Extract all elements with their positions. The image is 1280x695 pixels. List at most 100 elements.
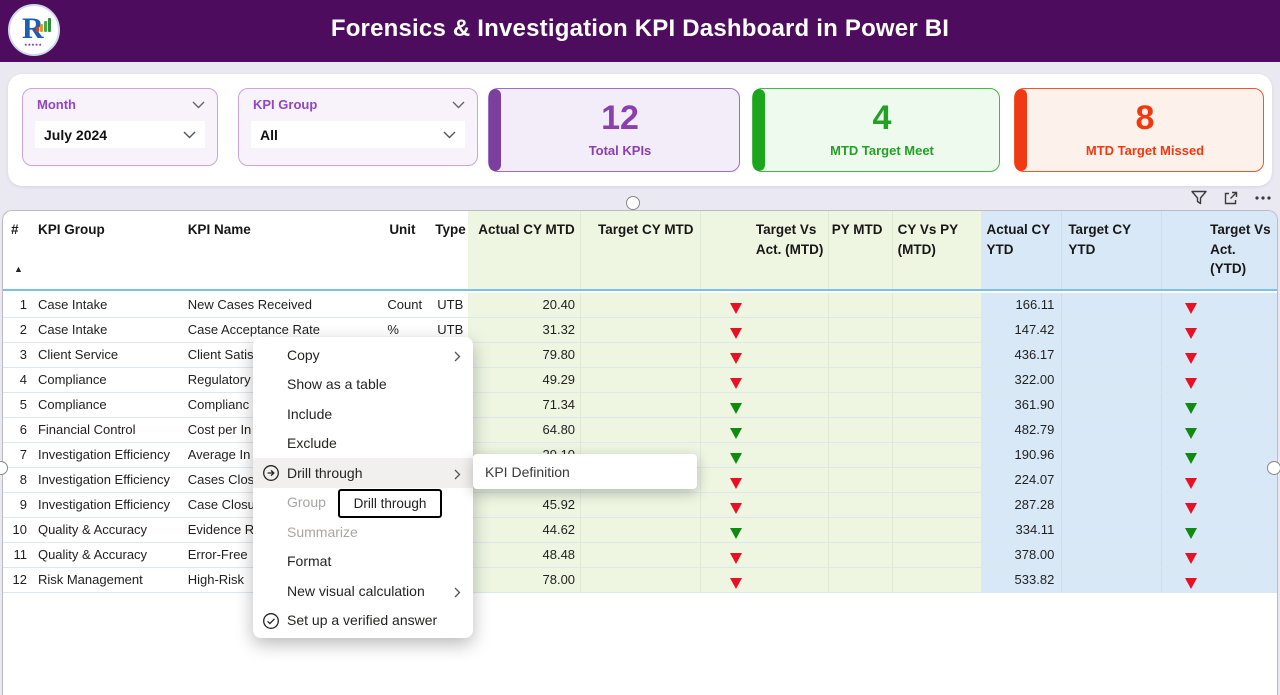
- table-row[interactable]: 3 Client Service Client Satis 79.80 436.17: [3, 343, 1277, 368]
- column-header-mtd_status[interactable]: Target Vs Act. (MTD): [699, 211, 828, 289]
- logo-caption: ★★★★★: [24, 42, 42, 47]
- table-row[interactable]: 11 Quality & Accuracy Error-Free 48.48 378.0…: [3, 543, 1277, 568]
- table-row[interactable]: 6 Financial Control Cost per In 64.80 482.79: [3, 418, 1277, 443]
- cell-py_mtd: [827, 543, 892, 567]
- table-row[interactable]: 10 Quality & Accuracy Evidence R 44.62 334.1…: [3, 518, 1277, 543]
- down-triangle-icon: [729, 528, 742, 540]
- menu-item-new-visual-calculation[interactable]: New visual calculation: [253, 576, 473, 606]
- cell-group: Client Service: [37, 347, 119, 362]
- cell-group: Investigation Efficiency: [37, 497, 170, 512]
- column-header-group[interactable]: KPI Group: [37, 222, 105, 237]
- cell-mtd_status: [699, 543, 828, 567]
- cell-target_ytd: [1061, 368, 1162, 392]
- table-row[interactable]: 5 Compliance Complianc 71.34 361.90: [3, 393, 1277, 418]
- kpi-group-slicer: KPI Group All: [238, 88, 478, 166]
- cell-actual_ytd: 224.07: [981, 468, 1062, 492]
- cell-actual_ytd: 147.42: [981, 318, 1062, 342]
- cell-ytd_status: [1161, 543, 1277, 567]
- cell-py_mtd: [827, 293, 892, 317]
- cell-group: Quality & Accuracy: [37, 522, 148, 537]
- menu-item-show-as-a-table[interactable]: Show as a table: [253, 370, 473, 400]
- table-header-row: # KPI Group KPI Name Unit Type Actual CY MTD T…: [3, 211, 1277, 291]
- cell-py_mtd: [827, 318, 892, 342]
- menu-item-drill-through[interactable]: Drill through: [253, 458, 473, 488]
- kpi-card-target-meet[interactable]: 4 MTD Target Meet: [752, 88, 1000, 172]
- cell-name: Error-Free: [187, 547, 248, 562]
- target-meet-label: MTD Target Meet: [830, 143, 934, 158]
- table-row[interactable]: 2 Case Intake Case Acceptance Rate% UTB 31.3…: [3, 318, 1277, 343]
- column-header-target_ytd[interactable]: Target CY YTD: [1061, 211, 1162, 289]
- logo-bar-chart-icon: [36, 18, 51, 32]
- cell-py_mtd: [827, 418, 892, 442]
- filter-icon[interactable]: [1190, 189, 1208, 207]
- cell-mtd_status: [699, 318, 828, 342]
- column-header-type[interactable]: Type: [435, 222, 466, 237]
- cell-ytd_status: [1161, 418, 1277, 442]
- resize-handle-top[interactable]: [626, 196, 640, 210]
- cell-cy_py: [891, 493, 982, 517]
- chevron-down-icon[interactable]: [192, 101, 205, 109]
- column-header-target_mtd[interactable]: Target CY MTD: [580, 211, 700, 289]
- down-triangle-icon: [1185, 503, 1198, 515]
- menu-item-format[interactable]: Format: [253, 547, 473, 577]
- down-triangle-icon: [729, 403, 742, 415]
- cell-group: Quality & Accuracy: [37, 547, 148, 562]
- cell-num: 1: [19, 297, 27, 312]
- more-options-icon[interactable]: [1254, 189, 1272, 207]
- menu-item-label: Summarize: [287, 523, 358, 540]
- cell-actual_ytd: 190.96: [981, 443, 1062, 467]
- cell-actual_mtd: 44.62: [468, 518, 581, 542]
- table-row[interactable]: 9 Investigation Efficiency Case Closu 45.92…: [3, 493, 1277, 518]
- cell-num: 10: [12, 522, 27, 537]
- column-header-ytd_status[interactable]: Target Vs Act. (YTD): [1161, 211, 1277, 289]
- cell-name: Case Acceptance Rate: [187, 322, 320, 337]
- cell-target_ytd: [1061, 468, 1162, 492]
- cell-type: UTB: [437, 322, 464, 337]
- cell-name: Evidence R: [187, 522, 255, 537]
- cell-py_mtd: [827, 393, 892, 417]
- resize-handle-right[interactable]: [1267, 461, 1280, 475]
- cell-target_mtd: [580, 418, 700, 442]
- cell-actual_ytd: 482.79: [981, 418, 1062, 442]
- sort-ascending-icon[interactable]: ▲: [14, 264, 23, 274]
- menu-item-label: Include: [287, 405, 333, 422]
- table-row[interactable]: 12 Risk Management High-Risk 78.00 533.82: [3, 568, 1277, 593]
- column-header-name[interactable]: KPI Name: [187, 222, 251, 237]
- total-kpis-value: 12: [601, 99, 639, 137]
- brand-logo-icon: R ★★★★★: [8, 4, 60, 56]
- cell-target_ytd: [1061, 568, 1162, 592]
- column-header-py_mtd[interactable]: PY MTD: [827, 211, 892, 289]
- cell-group: Investigation Efficiency: [37, 447, 170, 462]
- kpi-card-total[interactable]: 12 Total KPIs: [488, 88, 740, 172]
- down-triangle-icon: [729, 578, 742, 590]
- column-header-unit[interactable]: Unit: [389, 222, 416, 237]
- column-header-actual_mtd[interactable]: Actual CY MTD: [468, 211, 581, 289]
- menu-item-exclude[interactable]: Exclude: [253, 429, 473, 459]
- cell-py_mtd: [827, 493, 892, 517]
- column-header-num[interactable]: #: [11, 222, 19, 237]
- kpi-card-target-missed[interactable]: 8 MTD Target Missed: [1014, 88, 1264, 172]
- cell-num: 7: [19, 447, 27, 462]
- column-header-cy_py[interactable]: CY Vs PY (MTD): [891, 211, 982, 289]
- cell-actual_mtd: 71.34: [468, 393, 581, 417]
- chevron-down-icon[interactable]: [452, 101, 465, 109]
- menu-item-set-up-a-verified-answer[interactable]: Set up a verified answer: [253, 606, 473, 636]
- table-row[interactable]: 4 Compliance Regulatory 49.29 322.00: [3, 368, 1277, 393]
- menu-item-copy[interactable]: Copy: [253, 340, 473, 370]
- down-triangle-icon: [729, 378, 742, 390]
- cell-group: Investigation Efficiency: [37, 472, 170, 487]
- kpi-group-dropdown[interactable]: All: [251, 121, 465, 148]
- cell-actual_mtd: 45.92: [468, 493, 581, 517]
- menu-item-include[interactable]: Include: [253, 399, 473, 429]
- drill-through-submenu-item[interactable]: KPI Definition: [473, 454, 697, 489]
- cell-actual_ytd: 334.11: [981, 518, 1062, 542]
- cell-target_ytd: [1061, 443, 1162, 467]
- column-header-actual_ytd[interactable]: Actual CY YTD: [981, 211, 1062, 289]
- cell-target_mtd: [580, 568, 700, 592]
- table-row[interactable]: 1 Case Intake New Cases Received Count UTB 20…: [3, 293, 1277, 318]
- down-triangle-icon: [1185, 528, 1198, 540]
- down-triangle-icon: [729, 428, 742, 440]
- cell-target_ytd: [1061, 418, 1162, 442]
- focus-mode-icon[interactable]: [1222, 189, 1240, 207]
- month-dropdown[interactable]: July 2024: [35, 121, 205, 148]
